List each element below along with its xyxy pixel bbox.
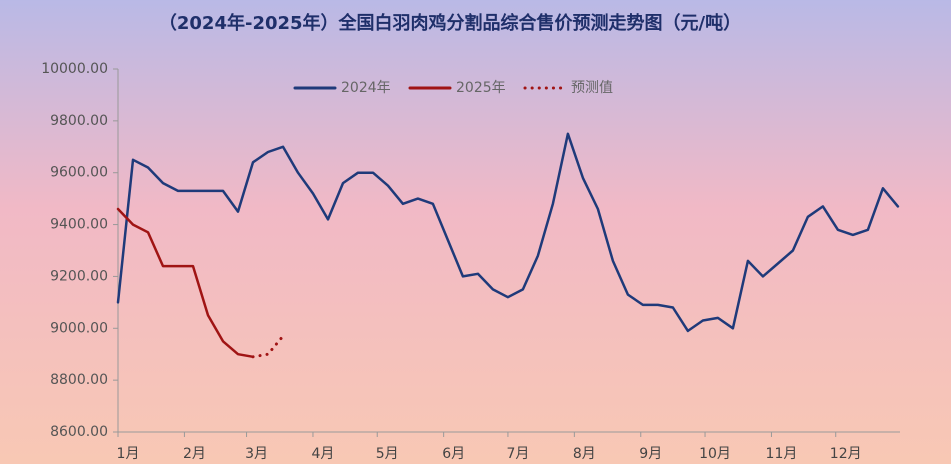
y-tick-label: 8800.00 <box>50 372 108 388</box>
y-tick-label: 10000.00 <box>41 61 108 77</box>
x-tick-label: 4月 <box>312 446 335 462</box>
x-tick-label: 1月 <box>117 446 140 462</box>
x-tick-label: 12月 <box>830 446 862 462</box>
x-tick-label: 11月 <box>766 446 798 462</box>
x-tick-label: 9月 <box>639 446 662 462</box>
y-tick-label: 9800.00 <box>50 113 108 129</box>
series-line <box>116 207 255 359</box>
legend-label: 预测值 <box>571 80 613 96</box>
x-tick-label: 7月 <box>506 446 529 462</box>
legend-label: 2025年 <box>456 80 506 96</box>
y-tick-label: 9600.00 <box>50 165 108 181</box>
x-tick-label: 6月 <box>442 446 465 462</box>
y-tick-label: 9200.00 <box>50 268 108 284</box>
x-tick-label: 10月 <box>699 446 731 462</box>
x-tick-label: 5月 <box>376 446 399 462</box>
series-line <box>251 334 285 359</box>
legend-label: 2024年 <box>341 80 391 96</box>
chart-title: （2024年-2025年）全国白羽肉鸡分割品综合售价预测走势图（元/吨） <box>159 12 741 34</box>
y-tick-label: 9400.00 <box>50 217 108 233</box>
x-tick-label: 2月 <box>183 446 206 462</box>
y-tick-label: 9000.00 <box>50 320 108 336</box>
x-tick-label: 3月 <box>245 446 268 462</box>
y-tick-label: 8600.00 <box>50 424 108 440</box>
x-tick-label: 8月 <box>573 446 596 462</box>
series-line <box>116 132 900 333</box>
